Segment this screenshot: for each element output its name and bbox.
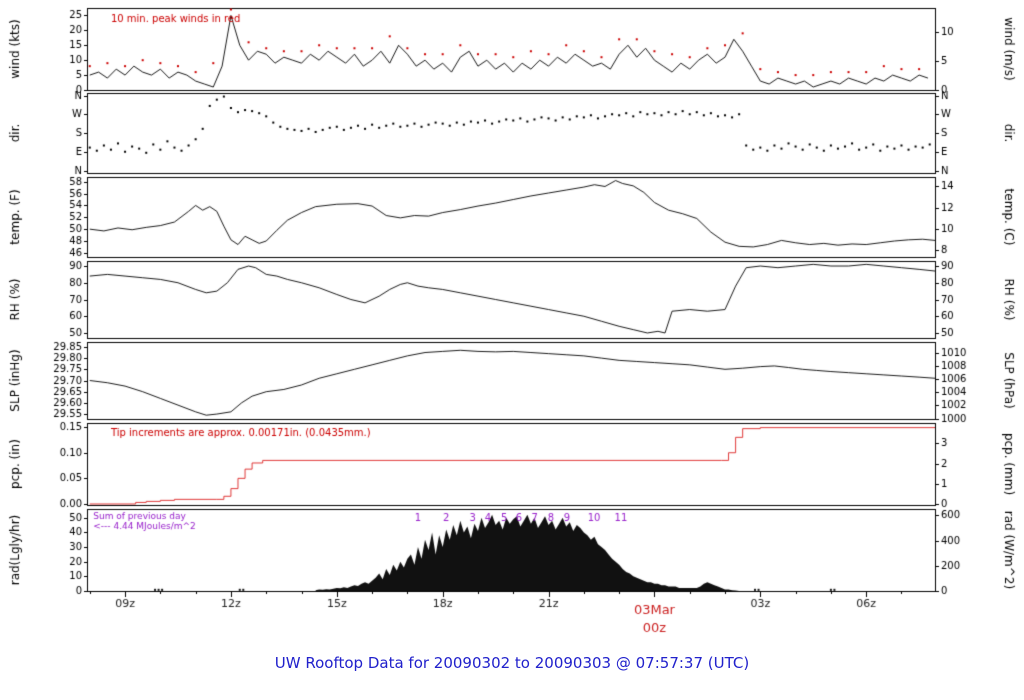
meteogram-canvas [0,0,1024,648]
chart-title: UW Rooftop Data for 20090302 to 20090303… [274,654,750,672]
